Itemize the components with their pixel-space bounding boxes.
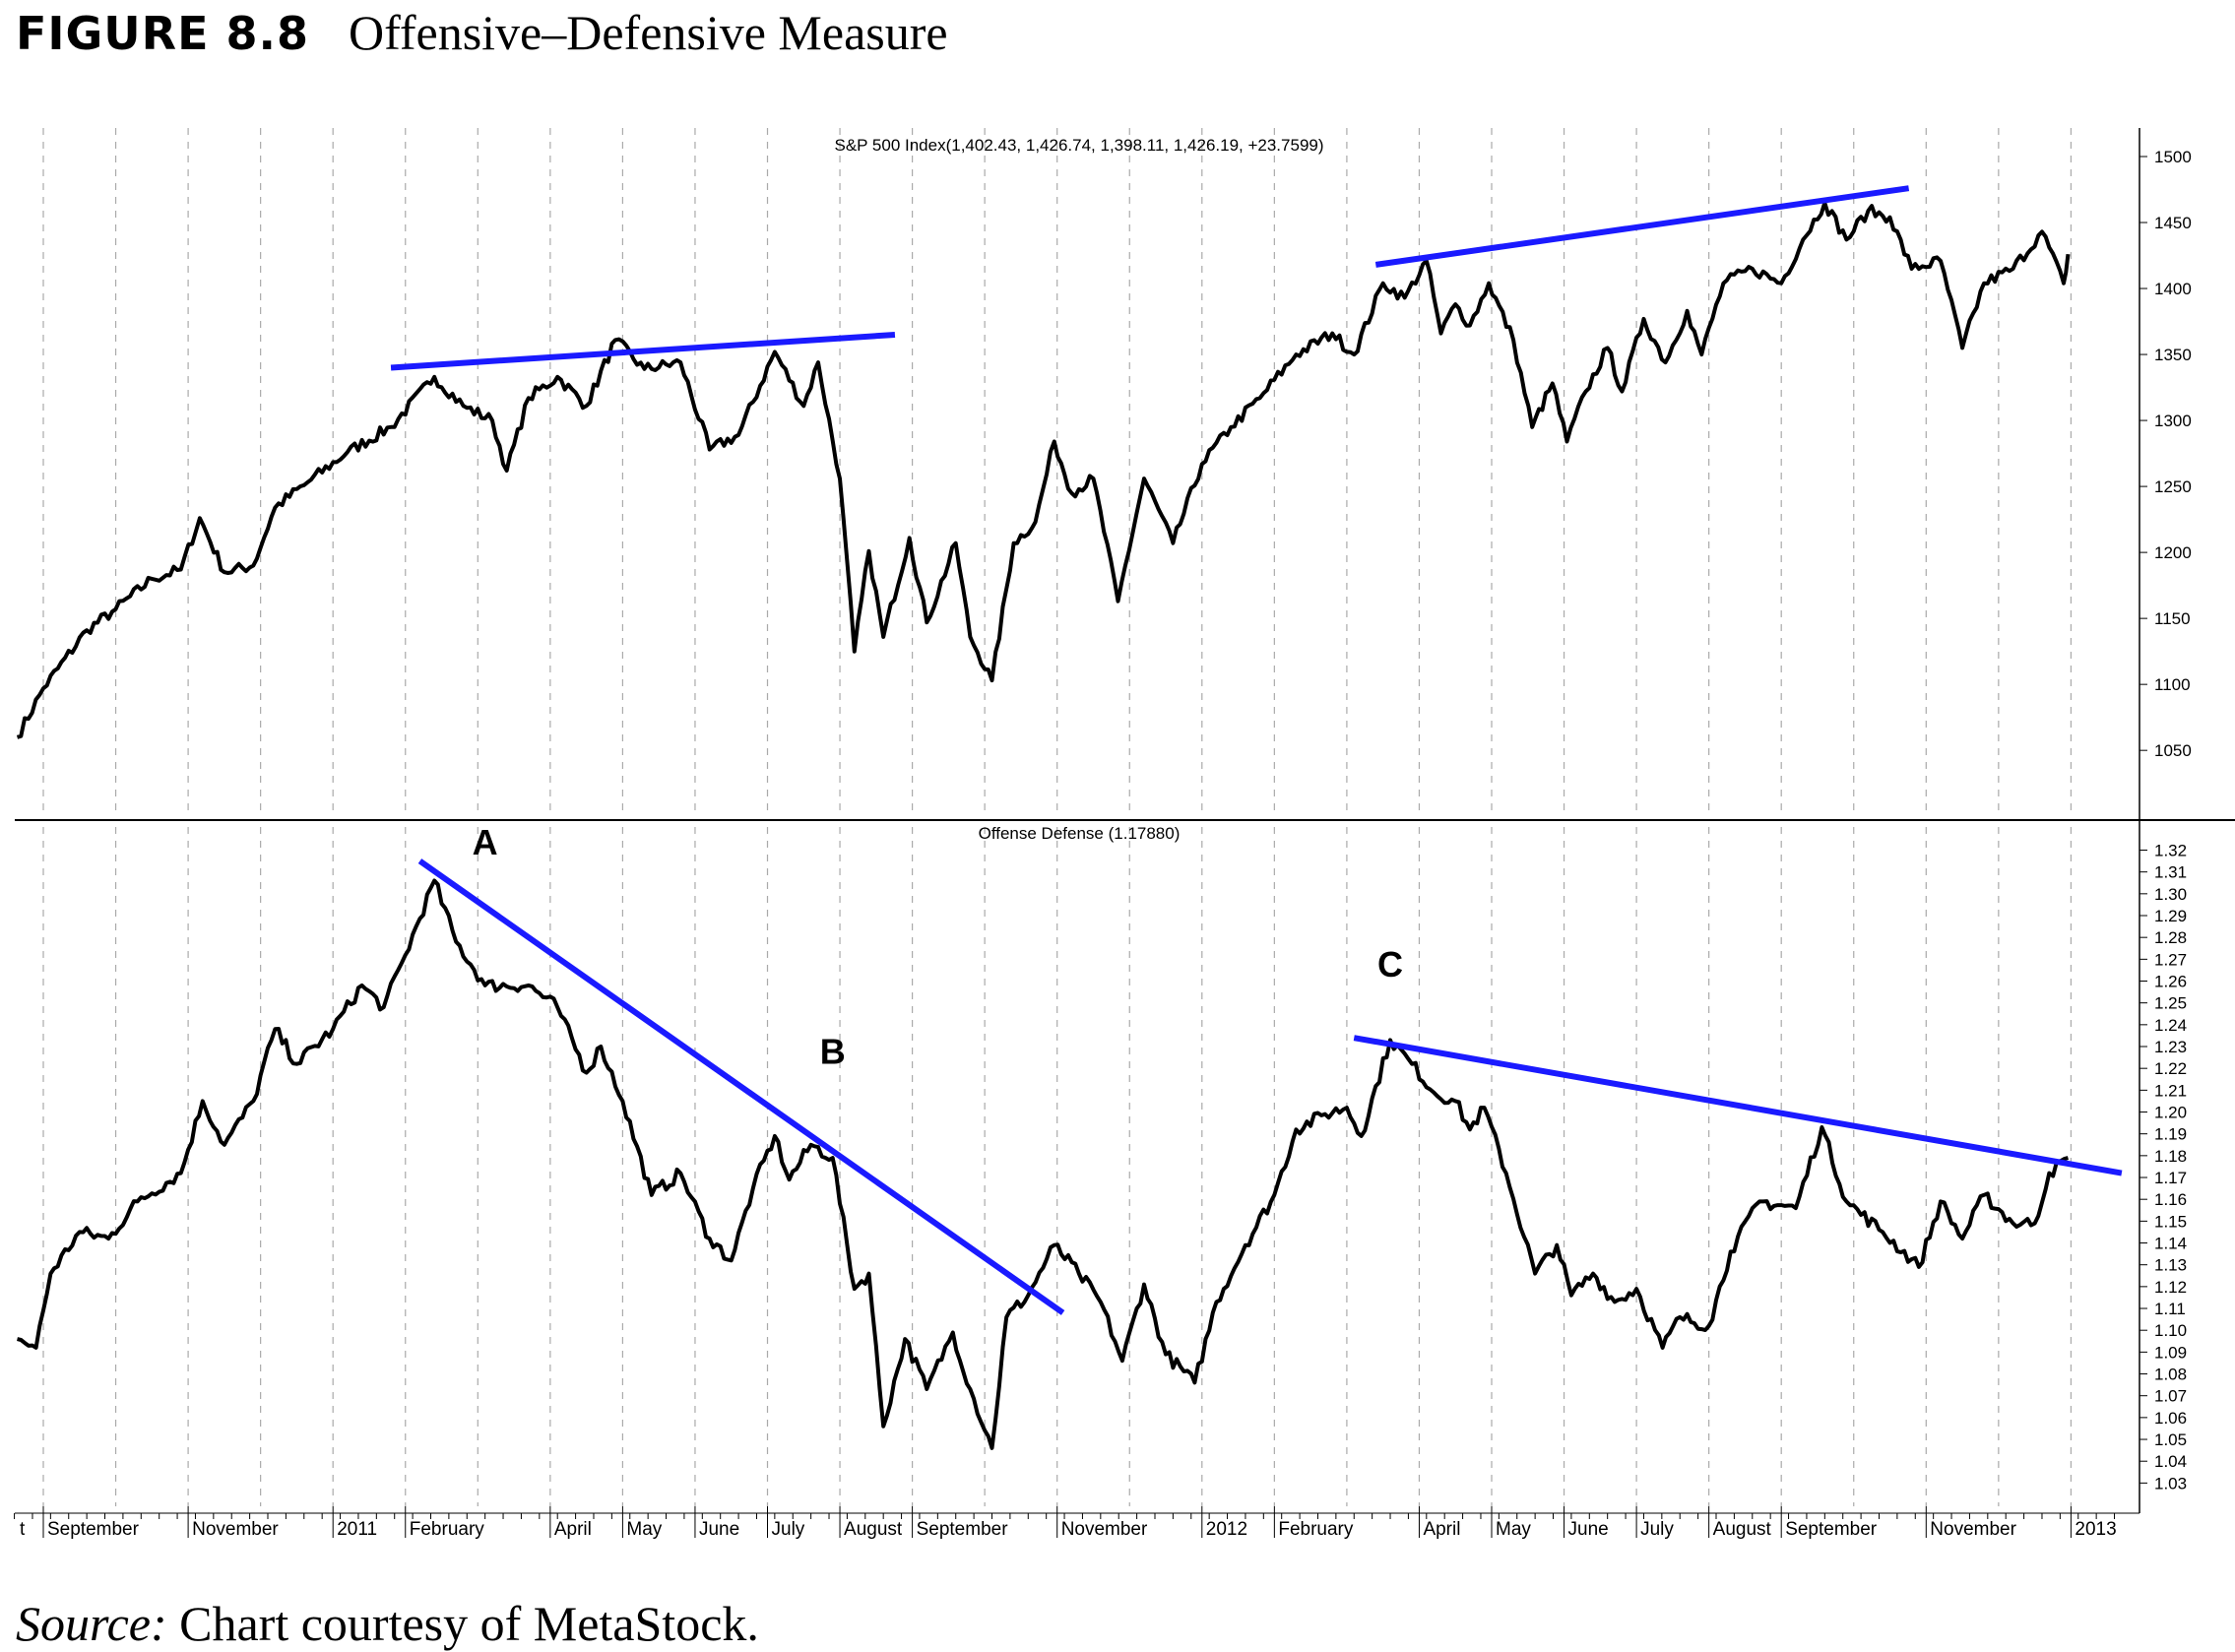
y-tick-label: 1.13 [2154,1256,2187,1275]
y-tick-label: 1.15 [2154,1212,2187,1231]
y-tick-label: 1.11 [2154,1300,2186,1318]
x-tick-label: November [1930,1519,2016,1540]
series [16,200,2071,1450]
y-tick-label: 1.26 [2154,973,2187,991]
x-tick-label: November [1061,1519,1148,1540]
x-tick-label: February [410,1519,485,1540]
y-tick-label: 1.25 [2154,994,2187,1013]
y-tick-label: 1.07 [2154,1387,2187,1406]
y-tick-label: 1.27 [2154,950,2187,969]
y-tick-label: 1.14 [2154,1235,2187,1253]
trendline [1374,185,1910,268]
offense-defense-panel-label: Offense Defense (1.17880) [979,824,1181,843]
y-tick-label: 1100 [2154,675,2191,694]
annotation-a: A [473,822,498,862]
chart-frame [15,128,2235,1514]
source-note: Source: Chart courtesy of MetaStock. [16,1595,759,1652]
x-tick-label: July [1640,1519,1674,1540]
x-tick-label: May [1496,1519,1531,1540]
y-tick-label: 1.05 [2154,1430,2187,1449]
y-tick-label: 1150 [2154,609,2191,628]
y-tick-label: 1.29 [2154,907,2187,925]
y-tick-label: 1.10 [2154,1321,2187,1340]
y-axis-ticks: 1050 1100 1150 1200 1250 1300 1350 1400 1450 1500… [2139,148,2192,1493]
y-tick-label: 1.12 [2154,1278,2187,1297]
y-tick-label: 1300 [2154,412,2192,430]
y-tick-label: 1050 [2154,741,2192,760]
x-tick-label: August [844,1519,903,1540]
x-tick-label: February [1278,1519,1354,1540]
y-tick-label: 1.08 [2154,1366,2187,1384]
x-tick-label: August [1713,1519,1772,1540]
annotation-c: C [1377,944,1403,985]
y-tick-label: 1450 [2154,214,2192,232]
y-tick-label: 1.19 [2154,1125,2187,1144]
gridlines [42,128,2072,1506]
y-tick-label: 1.04 [2154,1452,2187,1471]
x-tick-label: September [47,1519,140,1540]
x-tick-label: 2011 [337,1519,377,1540]
sp500-line [16,200,2071,739]
annotations: A B C [473,822,1403,1072]
x-tick-label: July [772,1519,805,1540]
y-tick-label: 1.31 [2154,863,2187,882]
x-tick-label: September [1785,1519,1878,1540]
trendline [417,858,1065,1315]
x-tick-label: May [626,1519,662,1540]
y-tick-label: 1.03 [2154,1474,2187,1493]
x-tick-label: April [1423,1519,1460,1540]
annotation-b: B [820,1032,846,1072]
source-label: Source: [16,1596,167,1651]
y-tick-label: 1.32 [2154,842,2187,860]
y-tick-label: 1.28 [2154,928,2187,947]
y-tick-label: 1.17 [2154,1169,2187,1187]
y-tick-label: 1.06 [2154,1409,2187,1428]
x-tick-label: 2013 [2075,1519,2116,1540]
y-tick-label: 1.22 [2154,1059,2187,1078]
y-tick-label: 1400 [2154,280,2192,298]
sp500-panel-label: S&P 500 Index(1,402.43, 1,426.74, 1,398.… [834,136,1323,155]
x-axis-labels: t September November 2011 February April May Ju… [14,1506,2117,1540]
figure-title: FIGURE 8.8 Offensive–Defensive Measure [16,4,948,61]
source-text: Chart courtesy of MetaStock. [166,1596,759,1651]
y-tick-label: 1.20 [2154,1104,2187,1122]
y-tick-label: 1350 [2154,346,2192,364]
trendlines [390,185,2123,1315]
trendline [390,331,896,371]
x-tick-label: 2012 [1206,1519,1247,1540]
y-tick-label: 1.23 [2154,1038,2187,1056]
y-tick-label: 1.16 [2154,1190,2187,1209]
x-tick-label: September [917,1519,1009,1540]
y-tick-label: 1.24 [2154,1016,2187,1035]
y-tick-label: 1250 [2154,477,2192,496]
x-tick-label: June [699,1519,739,1540]
x-tick-label: November [192,1519,279,1540]
trendline [1353,1035,2123,1176]
y-tick-label: 1.18 [2154,1147,2187,1166]
y-tick-label: 1200 [2154,543,2192,562]
y-tick-label: 1.21 [2154,1081,2187,1100]
y-tick-label: 1.30 [2154,885,2187,904]
offense-defense-line [17,878,2069,1450]
y-tick-label: 1.09 [2154,1343,2187,1362]
figure-name: Offensive–Defensive Measure [349,5,948,60]
x-tick-label: t [20,1519,26,1540]
x-tick-label: April [554,1519,592,1540]
y-tick-label: 1500 [2154,148,2192,166]
x-tick-label: June [1568,1519,1609,1540]
figure-number: FIGURE 8.8 [16,7,309,60]
